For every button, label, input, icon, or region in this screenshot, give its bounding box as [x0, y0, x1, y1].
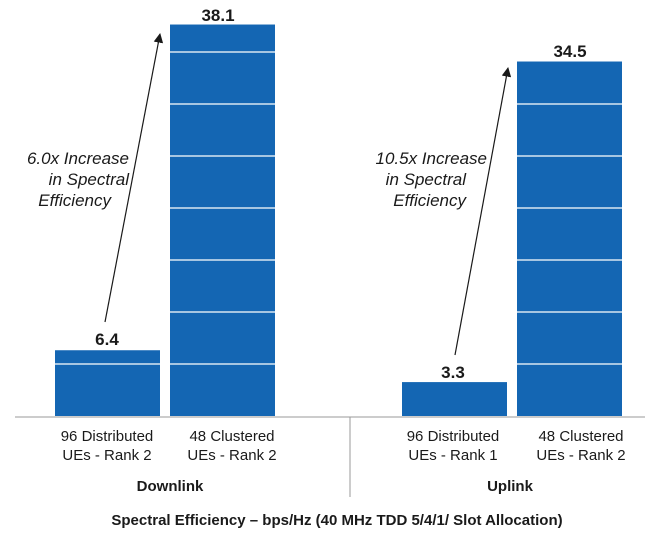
annotation-arrow-uplink [454, 67, 512, 356]
category-label-downlink-clustered-line2: UEs - Rank 2 [187, 447, 276, 464]
value-label-uplink-clustered: 34.5 [553, 42, 586, 61]
group-uplink: 3.3 34.5 96 Distributed UEs - Rank 1 48 … [375, 42, 625, 495]
bar-downlink-clustered [170, 24, 275, 417]
category-label-uplink-distributed-line1: 96 Distributed [407, 428, 500, 445]
category-label-downlink-distributed-line2: UEs - Rank 2 [62, 447, 151, 464]
annotation-uplink-line3: Efficiency [393, 191, 467, 210]
annotation-arrow-downlink [104, 33, 164, 323]
category-label-uplink-distributed-line2: UEs - Rank 1 [408, 447, 497, 464]
group-downlink: 6.4 38.1 96 Distributed UEs - Rank 2 48 … [27, 6, 277, 495]
chart-title: Spectral Efficiency – bps/Hz (40 MHz TDD… [111, 512, 562, 529]
annotation-downlink-line1: 6.0x Increase [27, 149, 129, 168]
annotation-uplink-line1: 10.5x Increase [375, 149, 487, 168]
category-label-uplink-clustered-line1: 48 Clustered [538, 428, 623, 445]
bar-downlink-distributed [55, 350, 160, 416]
annotation-uplink-line2: in Spectral [386, 170, 468, 189]
bar-uplink-clustered [517, 61, 622, 416]
bar-uplink-distributed [402, 382, 507, 416]
value-label-downlink-distributed: 6.4 [95, 330, 119, 349]
group-label-downlink: Downlink [137, 478, 204, 495]
value-label-uplink-distributed: 3.3 [441, 363, 465, 382]
category-label-uplink-clustered-line2: UEs - Rank 2 [536, 447, 625, 464]
group-label-uplink: Uplink [487, 478, 533, 495]
annotation-downlink-line3: Efficiency [38, 191, 112, 210]
category-label-downlink-clustered-line1: 48 Clustered [189, 428, 274, 445]
value-label-downlink-clustered: 38.1 [201, 6, 234, 25]
annotation-downlink-line2: in Spectral [49, 170, 131, 189]
category-label-downlink-distributed-line1: 96 Distributed [61, 428, 154, 445]
